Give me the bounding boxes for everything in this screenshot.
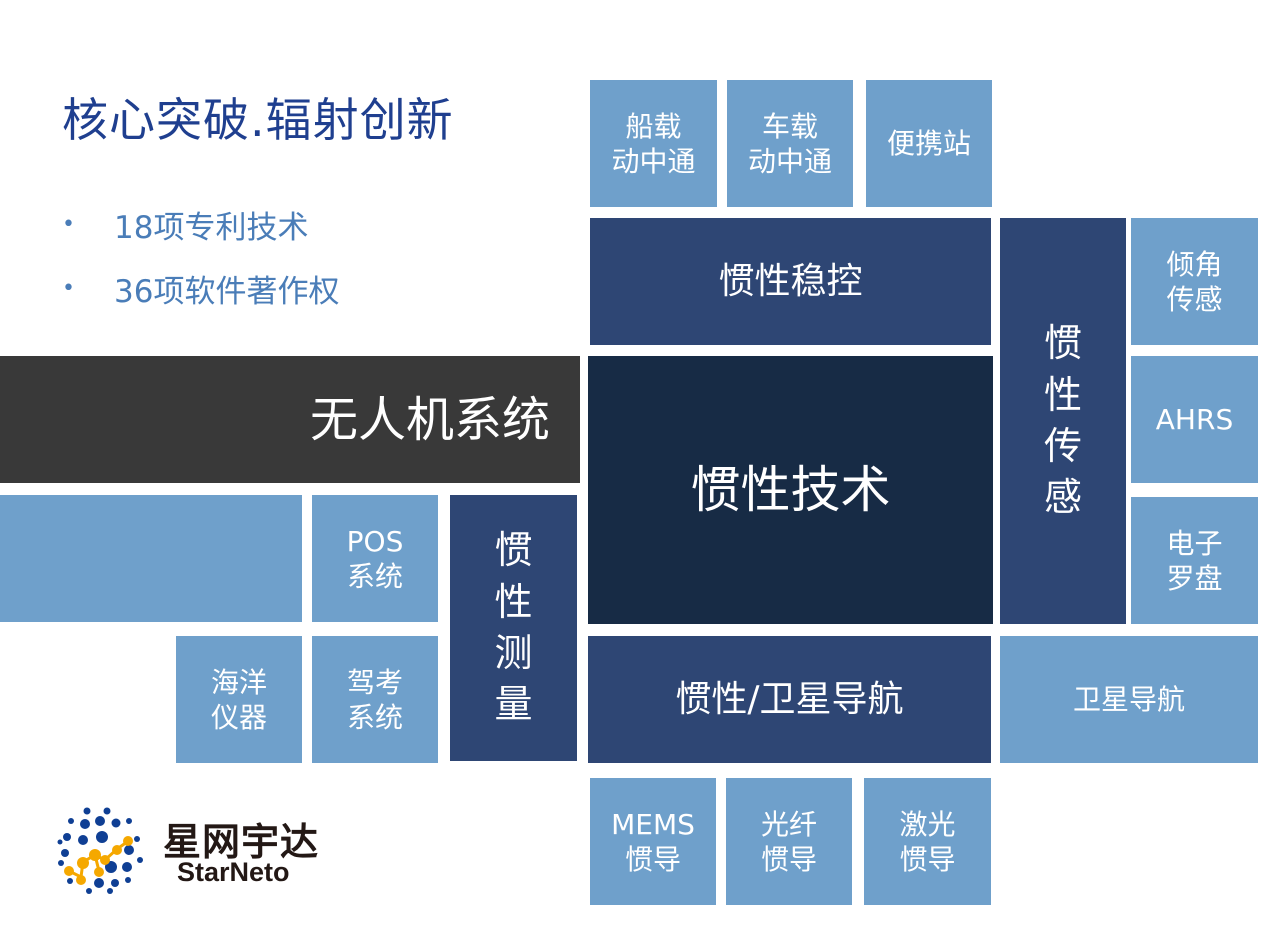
company-logo: 星网宇达 StarNeto xyxy=(55,805,325,900)
tile-vehicle: 车载 动中通 xyxy=(727,80,853,207)
tile-portable: 便携站 xyxy=(866,80,992,207)
slide-title: 核心突破.辐射创新 xyxy=(62,93,454,147)
tile-pos-system: POS 系统 xyxy=(312,495,438,622)
tile-tilt-sensor: 倾角 传感 xyxy=(1131,218,1258,345)
tile-compass: 电子 罗盘 xyxy=(1131,497,1258,624)
tile-inertial-measurement: 惯 性 测 量 xyxy=(450,495,577,761)
tile-ahrs: AHRS xyxy=(1131,356,1258,483)
tile-inertial-technology: 惯性技术 xyxy=(588,356,993,624)
tile-gnss: 卫星导航 xyxy=(1000,636,1258,763)
tile-blank xyxy=(0,495,302,622)
logo-english-name: StarNeto xyxy=(177,857,290,887)
bullet-icon: • xyxy=(62,211,75,237)
tile-driving-test: 驾考 系统 xyxy=(312,636,438,763)
tile-ins-gnss: 惯性/卫星导航 xyxy=(588,636,991,763)
logo-chinese-name: 星网宇达 xyxy=(163,820,320,864)
bullet-icon: • xyxy=(62,275,75,301)
tile-uav-system: 无人机系统 xyxy=(0,356,580,483)
logo-dots-icon xyxy=(57,807,143,894)
tile-ship: 船载 动中通 xyxy=(590,80,717,207)
tile-ocean-instrument: 海洋 仪器 xyxy=(176,636,302,763)
bullet-item: • 36项软件著作权 xyxy=(62,273,340,310)
bullet-item: • 18项专利技术 xyxy=(62,209,309,246)
tile-stabilization: 惯性稳控 xyxy=(590,218,991,345)
tile-fiber-ins: 光纤 惯导 xyxy=(726,778,852,905)
tile-inertial-sensing: 惯 性 传 感 xyxy=(1000,218,1126,624)
tile-mems-ins: MEMS 惯导 xyxy=(590,778,716,905)
tile-laser-ins: 激光 惯导 xyxy=(864,778,991,905)
bullet-list: • 18项专利技术 • 36项软件著作权 xyxy=(62,192,339,320)
